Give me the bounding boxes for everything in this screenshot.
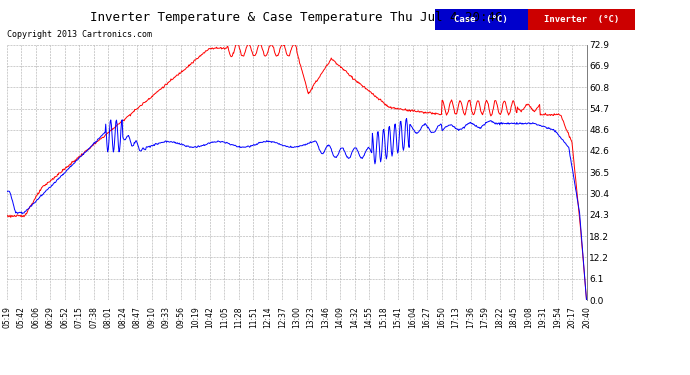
Text: Case  (°C): Case (°C)	[455, 15, 508, 24]
Text: Inverter Temperature & Case Temperature Thu Jul 4 20:46: Inverter Temperature & Case Temperature …	[90, 11, 503, 24]
Text: Inverter  (°C): Inverter (°C)	[544, 15, 619, 24]
Text: Copyright 2013 Cartronics.com: Copyright 2013 Cartronics.com	[7, 30, 152, 39]
